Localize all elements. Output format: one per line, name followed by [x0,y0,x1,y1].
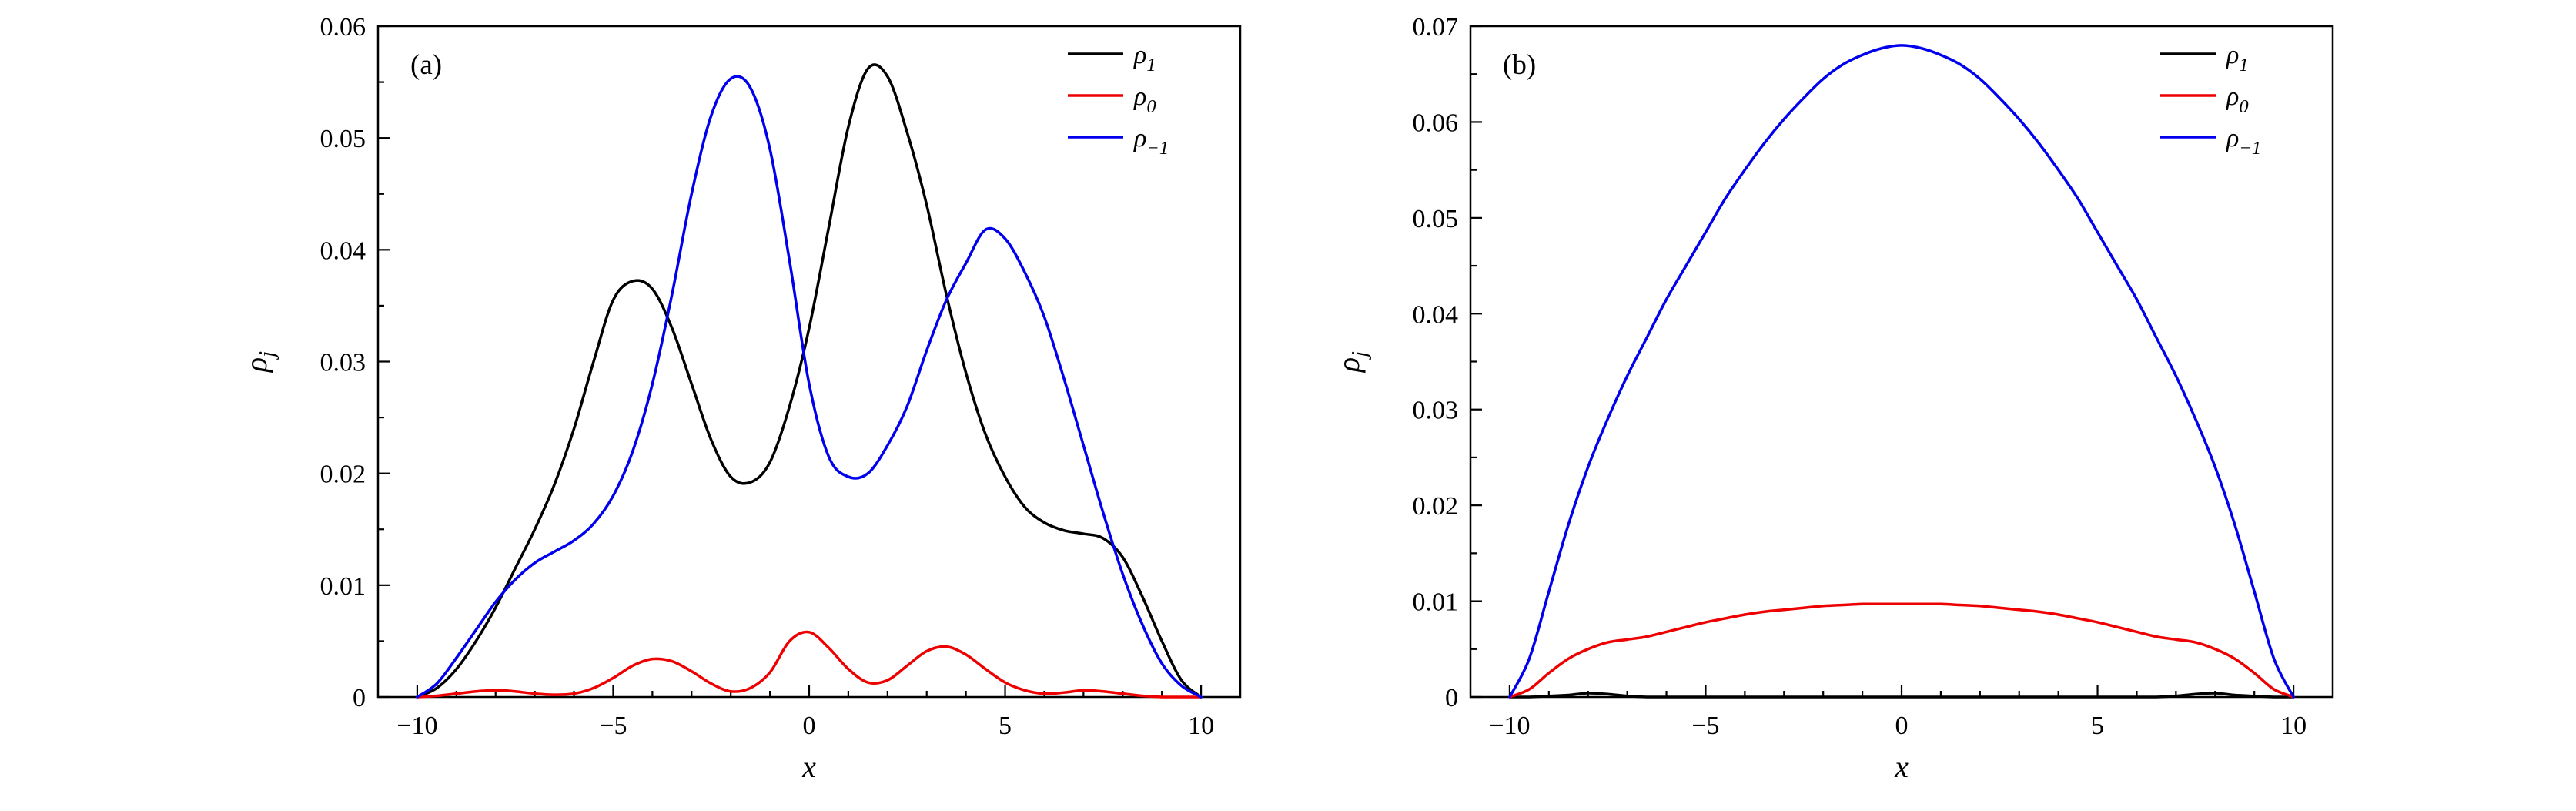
x-axis-label: x [1894,749,1909,784]
y-tick-label: 0.06 [1413,109,1459,137]
x-tick-label: −10 [396,712,437,740]
x-tick-label: 0 [1895,712,1909,740]
y-tick-label: 0.04 [320,236,366,265]
x-axis-label: x [801,749,816,784]
y-tick-label: 0.05 [1413,205,1459,233]
panel-b-chart: −10 −5 0 5 10 0 0.01 0.02 0.03 0.04 0.05 0.06 0.07 x ρ… [1331,13,2334,784]
y-tick-label: 0.04 [1413,300,1459,329]
curve-rho_0 [416,630,1203,699]
plot-frame [1469,25,2334,699]
curve-rho_-1 [416,75,1203,699]
x-tick-label: −5 [599,712,627,740]
x-tick-label: 10 [2280,712,2307,740]
legend-label-rho_-1: ρ−1 [1133,124,1169,159]
y-tick-label: 0.03 [320,349,366,377]
curve-rho_0 [1508,602,2295,699]
y-axis-label: ρj [239,351,279,374]
panel-tag: (a) [410,49,442,81]
legend-label-rho_-1: ρ−1 [2226,124,2261,159]
y-tick-label: 0.07 [1413,13,1459,42]
curve-rho_-1 [1508,44,2295,699]
y-tick-label: 0.02 [1413,492,1459,521]
panel-tag: (b) [1503,49,1536,81]
curve-rho_1 [416,63,1203,699]
legend-label-rho_0: ρ0 [2226,82,2249,117]
y-axis-label: ρj [1331,351,1372,374]
legend: ρ1 ρ0 ρ−1 [1068,41,1169,159]
plot-frame [376,25,1242,699]
legend-label-rho_1: ρ1 [1133,41,1156,75]
panel-a-chart: −10 −5 0 5 10 0 0.01 0.02 0.03 0.04 0.05 0.06 x ρj (a)… [239,13,1242,784]
legend: ρ1 ρ0 ρ−1 [2160,41,2261,159]
y-tick-label: 0 [1445,684,1458,712]
y-tick-label: 0.06 [320,13,366,42]
x-tick-label: 5 [2091,712,2104,740]
y-tick-label: 0.01 [320,572,366,601]
y-tick-label: 0.01 [1413,588,1459,617]
y-tick-label: 0.02 [320,461,366,489]
x-tick-label: 0 [803,712,816,740]
legend-label-rho_0: ρ0 [1133,82,1156,117]
y-tick-label: 0 [353,684,366,712]
x-tick-label: 10 [1188,712,1214,740]
y-tick-label: 0.05 [320,125,366,153]
legend-label-rho_1: ρ1 [2226,41,2249,75]
x-tick-label: −10 [1489,712,1530,740]
y-tick-label: 0.03 [1413,397,1459,425]
x-tick-label: −5 [1691,712,1719,740]
curve-rho_1 [1508,692,2295,699]
x-tick-label: 5 [999,712,1012,740]
